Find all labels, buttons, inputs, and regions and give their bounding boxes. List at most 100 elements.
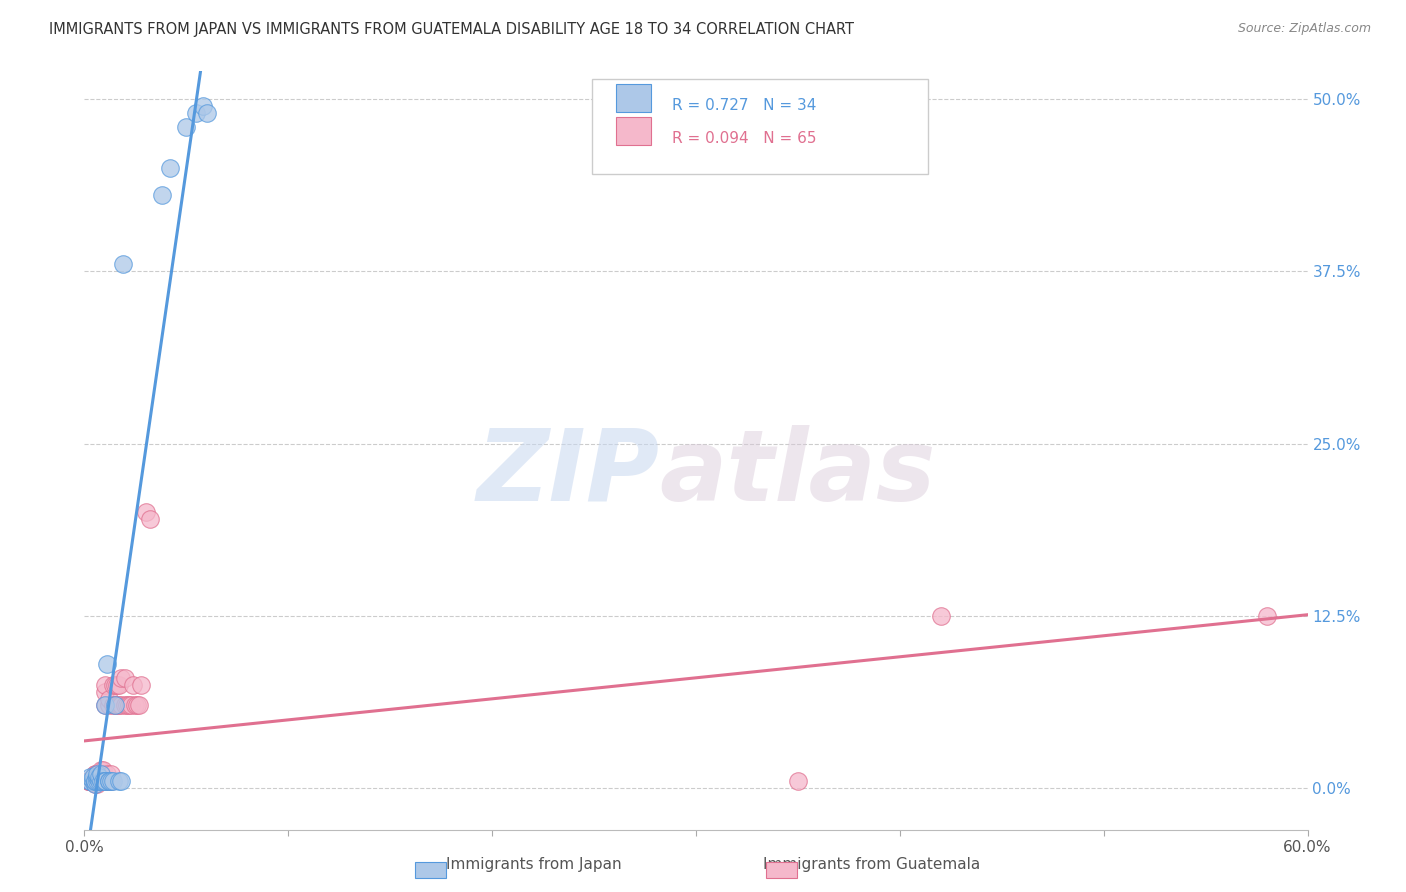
Point (86, 774, 108, 789)
Point (104, 698, 127, 713)
Point (97, 774, 120, 789)
Point (191, 99, 214, 113)
Text: Immigrants from Japan: Immigrants from Japan (447, 857, 621, 872)
Point (110, 671, 132, 685)
Point (186, 105, 208, 120)
Point (100, 774, 122, 789)
Point (82, 770, 104, 784)
Point (87, 770, 110, 784)
Point (93, 774, 115, 789)
Point (93, 698, 115, 713)
FancyBboxPatch shape (592, 79, 928, 174)
Point (82, 774, 104, 789)
Point (86, 767, 108, 781)
Point (96, 657, 118, 672)
Point (87, 767, 110, 781)
Text: R = 0.727   N = 34: R = 0.727 N = 34 (672, 98, 815, 113)
Point (159, 161, 181, 175)
Point (86, 774, 108, 789)
Point (91, 774, 114, 789)
Text: atlas: atlas (659, 425, 936, 522)
Point (90, 767, 112, 781)
Point (86, 770, 108, 784)
Point (100, 767, 122, 781)
Point (93, 678, 115, 692)
Point (86, 767, 108, 781)
Point (1256, 608, 1278, 623)
Point (79, 774, 101, 789)
Point (83, 774, 105, 789)
Point (79, 774, 101, 789)
Point (93, 698, 115, 713)
Point (110, 698, 132, 713)
Point (91, 764, 114, 778)
Point (105, 698, 128, 713)
Point (101, 774, 124, 789)
Point (83, 767, 105, 781)
Text: R = 0.094   N = 65: R = 0.094 N = 65 (672, 131, 815, 146)
Point (83, 777, 105, 791)
Point (114, 671, 136, 685)
Point (787, 774, 810, 789)
Point (90, 764, 112, 778)
Point (90, 770, 112, 784)
Text: IMMIGRANTS FROM JAPAN VS IMMIGRANTS FROM GUATEMALA DISABILITY AGE 18 TO 34 CORRE: IMMIGRANTS FROM JAPAN VS IMMIGRANTS FROM… (49, 22, 855, 37)
Point (929, 608, 952, 623)
FancyBboxPatch shape (616, 118, 651, 145)
Point (79, 774, 101, 789)
Point (127, 698, 149, 713)
Point (91, 767, 114, 781)
Point (112, 257, 135, 271)
Point (96, 774, 118, 789)
Point (104, 698, 127, 713)
Point (86, 777, 108, 791)
Point (97, 691, 120, 706)
Point (110, 774, 132, 789)
Point (93, 774, 115, 789)
Point (100, 774, 122, 789)
Point (122, 678, 145, 692)
Point (93, 684, 115, 698)
Point (101, 678, 124, 692)
Point (96, 767, 118, 781)
Point (174, 120, 197, 134)
Point (87, 774, 110, 789)
Point (93, 774, 115, 789)
Point (82, 774, 104, 789)
Point (82, 774, 104, 789)
Point (195, 105, 218, 120)
Point (79, 770, 101, 784)
Point (108, 774, 131, 789)
Point (90, 767, 112, 781)
Point (128, 698, 150, 713)
Point (86, 767, 108, 781)
Text: Immigrants from Guatemala: Immigrants from Guatemala (763, 857, 980, 872)
Point (83, 774, 105, 789)
Point (120, 698, 142, 713)
Point (82, 774, 104, 789)
Text: Source: ZipAtlas.com: Source: ZipAtlas.com (1237, 22, 1371, 36)
Point (108, 678, 131, 692)
Point (118, 698, 141, 713)
Point (104, 678, 127, 692)
Point (77, 774, 100, 789)
FancyBboxPatch shape (616, 84, 651, 112)
Point (101, 698, 124, 713)
Point (82, 774, 104, 789)
Point (97, 774, 120, 789)
Point (108, 698, 131, 713)
Point (124, 698, 146, 713)
Point (83, 772, 105, 786)
Point (135, 506, 157, 520)
Point (79, 774, 101, 789)
Point (83, 767, 105, 781)
Point (83, 777, 105, 791)
Point (83, 774, 105, 789)
Point (83, 772, 105, 786)
Point (79, 774, 101, 789)
Text: ZIP: ZIP (477, 425, 659, 522)
Point (87, 774, 110, 789)
Point (90, 774, 112, 789)
Point (97, 698, 120, 713)
Point (105, 678, 128, 692)
